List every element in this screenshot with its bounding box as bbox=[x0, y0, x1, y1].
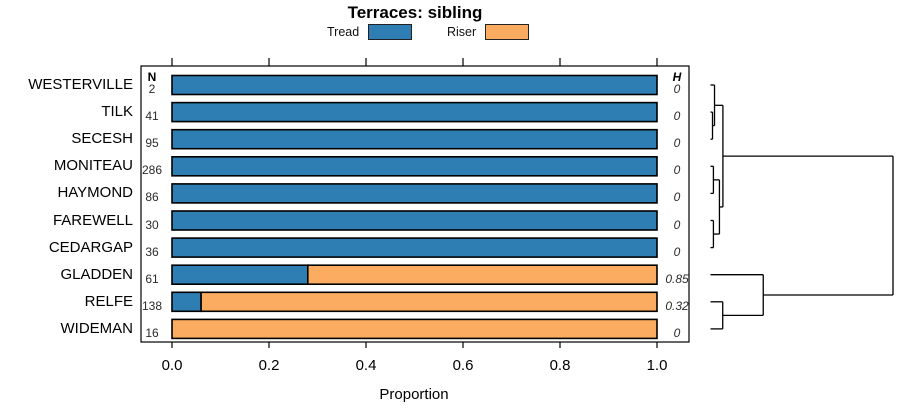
n-value: 286 bbox=[141, 163, 163, 178]
n-value: 41 bbox=[145, 109, 159, 124]
h-value: 0 bbox=[673, 190, 681, 205]
plot-box bbox=[140, 65, 690, 343]
n-value: 86 bbox=[145, 190, 159, 205]
bar-segment-tread bbox=[171, 210, 658, 231]
h-value: 0 bbox=[673, 82, 681, 96]
chart-title: Terraces: sibling bbox=[347, 3, 483, 22]
h-value: 0 bbox=[673, 217, 681, 232]
n-value: 16 bbox=[145, 325, 159, 340]
bar-segment-tread bbox=[171, 156, 658, 177]
row-label: GLADDEN bbox=[60, 265, 133, 283]
row-label: CEDARGAP bbox=[48, 238, 133, 256]
n-value: 2 bbox=[148, 82, 156, 96]
riser-swatch bbox=[485, 23, 530, 40]
x-tick-label: 0.2 bbox=[258, 357, 280, 374]
x-tick-label: 0.4 bbox=[355, 357, 377, 374]
row-label: RELFE bbox=[84, 292, 133, 310]
bar-segment-tread bbox=[171, 183, 658, 204]
n-column-header: N bbox=[147, 70, 157, 84]
bar-segment-riser bbox=[306, 264, 658, 286]
bar-segment-tread bbox=[171, 264, 309, 286]
bar-segment-tread bbox=[171, 237, 658, 258]
h-column-header: H bbox=[672, 70, 682, 84]
bar-segment-tread bbox=[171, 128, 658, 150]
x-tick-label: 0.8 bbox=[549, 357, 571, 374]
h-value: 0.85 bbox=[665, 271, 689, 286]
tread-swatch bbox=[368, 23, 413, 40]
bar-segment-tread bbox=[171, 101, 658, 123]
n-value: 95 bbox=[145, 136, 159, 151]
row-label: WESTERVILLE bbox=[28, 76, 133, 93]
legend-label-riser: Riser bbox=[447, 24, 477, 39]
h-value: 0 bbox=[673, 109, 681, 124]
row-label: FAREWELL bbox=[52, 211, 133, 229]
row-label: HAYMOND bbox=[57, 184, 133, 202]
bar-segment-tread bbox=[171, 74, 658, 96]
h-value: 0.32 bbox=[665, 298, 689, 313]
x-tick-label: 0.0 bbox=[161, 357, 183, 374]
x-tick-label: 0.6 bbox=[452, 357, 474, 374]
n-value: 138 bbox=[141, 298, 163, 313]
x-axis-title: Proportion bbox=[379, 386, 449, 403]
x-tick-label: 1.0 bbox=[646, 357, 668, 374]
row-label: SECESH bbox=[71, 130, 133, 148]
row-label: TILK bbox=[101, 103, 133, 121]
bar-segment-riser bbox=[171, 318, 658, 340]
n-value: 61 bbox=[145, 271, 159, 286]
n-value: 30 bbox=[145, 217, 159, 232]
h-value: 0 bbox=[673, 163, 681, 178]
bar-segment-riser bbox=[200, 291, 658, 313]
legend-item-riser: Riser bbox=[447, 23, 530, 40]
row-label: MONITEAU bbox=[53, 157, 133, 175]
n-value: 36 bbox=[145, 244, 159, 259]
h-value: 0 bbox=[673, 244, 681, 259]
h-value: 0 bbox=[673, 136, 681, 151]
legend-label-tread: Tread bbox=[327, 24, 360, 39]
h-value: 0 bbox=[673, 325, 681, 340]
row-label: WIDEMAN bbox=[60, 319, 134, 337]
legend-item-tread: Tread bbox=[327, 23, 413, 40]
